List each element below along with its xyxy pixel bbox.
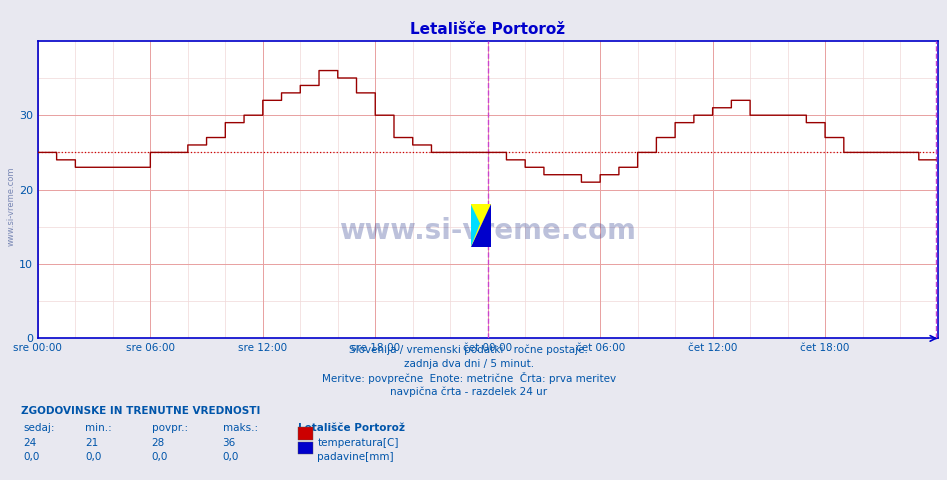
Text: navpična črta - razdelek 24 ur: navpična črta - razdelek 24 ur (390, 386, 547, 397)
Text: 24: 24 (24, 438, 37, 448)
Text: 36: 36 (223, 438, 236, 448)
Text: ZGODOVINSKE IN TRENUTNE VREDNOSTI: ZGODOVINSKE IN TRENUTNE VREDNOSTI (21, 406, 260, 416)
Text: 0,0: 0,0 (24, 452, 40, 462)
Text: min.:: min.: (85, 423, 112, 433)
Text: temperatura[C]: temperatura[C] (317, 438, 399, 448)
Text: sedaj:: sedaj: (24, 423, 55, 433)
Polygon shape (471, 204, 480, 247)
Text: 21: 21 (85, 438, 98, 448)
Text: 0,0: 0,0 (223, 452, 239, 462)
Text: Slovenija / vremenski podatki - ročne postaje.: Slovenija / vremenski podatki - ročne po… (349, 345, 588, 355)
Text: Letališče Portorož: Letališče Portorož (298, 423, 405, 433)
Text: zadnja dva dni / 5 minut.: zadnja dva dni / 5 minut. (403, 359, 534, 369)
Text: 0,0: 0,0 (152, 452, 168, 462)
Text: povpr.:: povpr.: (152, 423, 188, 433)
Text: padavine[mm]: padavine[mm] (317, 452, 394, 462)
Title: Letališče Portorož: Letališče Portorož (410, 22, 565, 37)
Polygon shape (471, 204, 491, 247)
Text: maks.:: maks.: (223, 423, 258, 433)
Polygon shape (471, 204, 491, 247)
Text: www.si-vreme.com: www.si-vreme.com (7, 167, 16, 246)
Text: Meritve: povprečne  Enote: metrične  Črta: prva meritev: Meritve: povprečne Enote: metrične Črta:… (322, 372, 616, 384)
Text: 0,0: 0,0 (85, 452, 101, 462)
Text: www.si-vreme.com: www.si-vreme.com (339, 217, 636, 245)
Text: 28: 28 (152, 438, 165, 448)
